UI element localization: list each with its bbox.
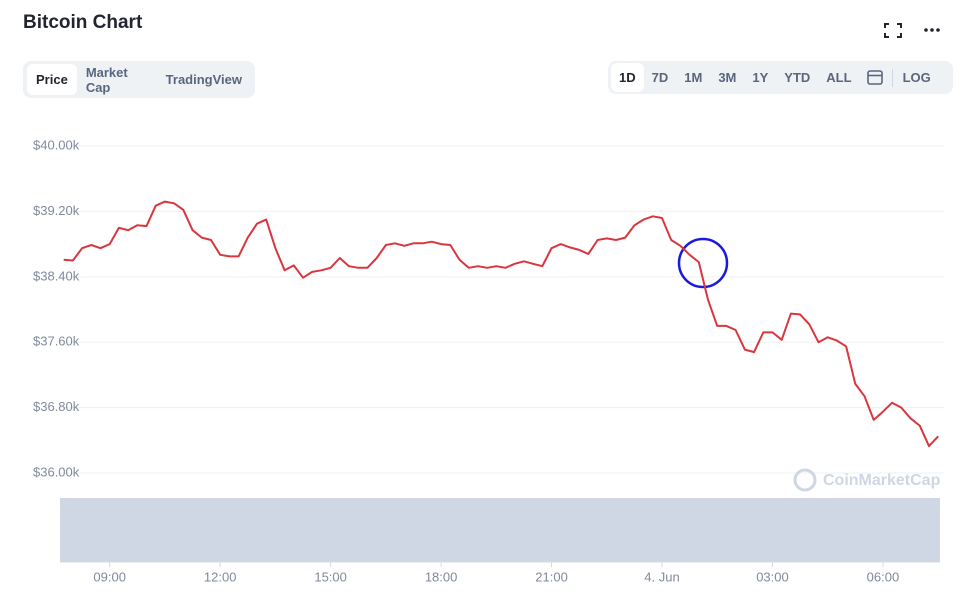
volume-area xyxy=(60,498,940,562)
log-button[interactable]: LOG xyxy=(902,70,931,85)
calendar-button[interactable] xyxy=(860,68,890,88)
range-button[interactable]: 1Y xyxy=(752,70,769,85)
highlight-circle xyxy=(677,237,729,289)
tab[interactable]: Market Cap xyxy=(85,64,128,95)
x-tick-label: 21:00 xyxy=(535,569,568,584)
x-tick-label: 18:00 xyxy=(425,569,458,584)
range-button[interactable]: 1M xyxy=(684,70,703,85)
range-button[interactable]: 3M xyxy=(718,70,737,85)
chart-title: Bitcoin Chart xyxy=(23,12,143,33)
tab-bar: Price Market Cap TradingView xyxy=(23,61,255,98)
range-button[interactable]: YTD xyxy=(784,70,811,85)
range-button[interactable]: 7D xyxy=(651,70,669,85)
price-line xyxy=(63,200,939,448)
y-tick-label: $36.80k xyxy=(33,399,80,414)
fullscreen-icon[interactable] xyxy=(884,23,902,38)
range-button[interactable]: 1D xyxy=(611,63,644,92)
y-tick-label: $40.00k xyxy=(33,137,80,152)
y-tick-label: $39.20k xyxy=(33,203,80,218)
x-tick-label: 03:00 xyxy=(756,569,789,584)
x-tick-label: 15:00 xyxy=(314,569,347,584)
watermark: CoinMarketCap xyxy=(823,472,941,489)
range-bar: 1D 7D 1M 3M 1Y YTD ALL LOG xyxy=(608,61,953,94)
tab[interactable]: Price xyxy=(27,64,77,95)
x-tick-label: 4. Jun xyxy=(644,569,679,584)
y-tick-label: $38.40k xyxy=(33,268,80,283)
x-tick-label: 12:00 xyxy=(204,569,237,584)
watermark-logo xyxy=(793,468,817,492)
divider xyxy=(891,68,893,87)
more-icon[interactable] xyxy=(924,28,940,32)
y-tick-label: $37.60k xyxy=(33,334,80,349)
x-tick-label: 06:00 xyxy=(867,569,900,584)
tab[interactable]: TradingView xyxy=(165,72,242,87)
y-tick-label: $36.00k xyxy=(33,464,80,479)
x-tick-label: 09:00 xyxy=(93,569,126,584)
range-button[interactable]: ALL xyxy=(826,70,852,85)
